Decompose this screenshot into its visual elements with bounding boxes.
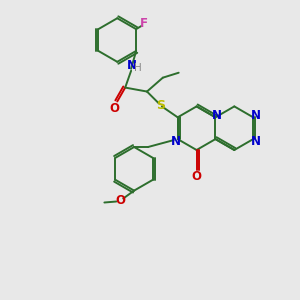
- Text: O: O: [192, 170, 202, 183]
- Text: N: N: [251, 135, 261, 148]
- Text: S: S: [156, 99, 165, 112]
- Text: N: N: [251, 109, 261, 122]
- Text: N: N: [171, 135, 181, 148]
- Text: N: N: [212, 109, 221, 122]
- Text: H: H: [134, 63, 142, 73]
- Text: N: N: [127, 59, 137, 72]
- Text: O: O: [115, 194, 125, 207]
- Text: O: O: [109, 102, 119, 115]
- Text: F: F: [140, 17, 148, 30]
